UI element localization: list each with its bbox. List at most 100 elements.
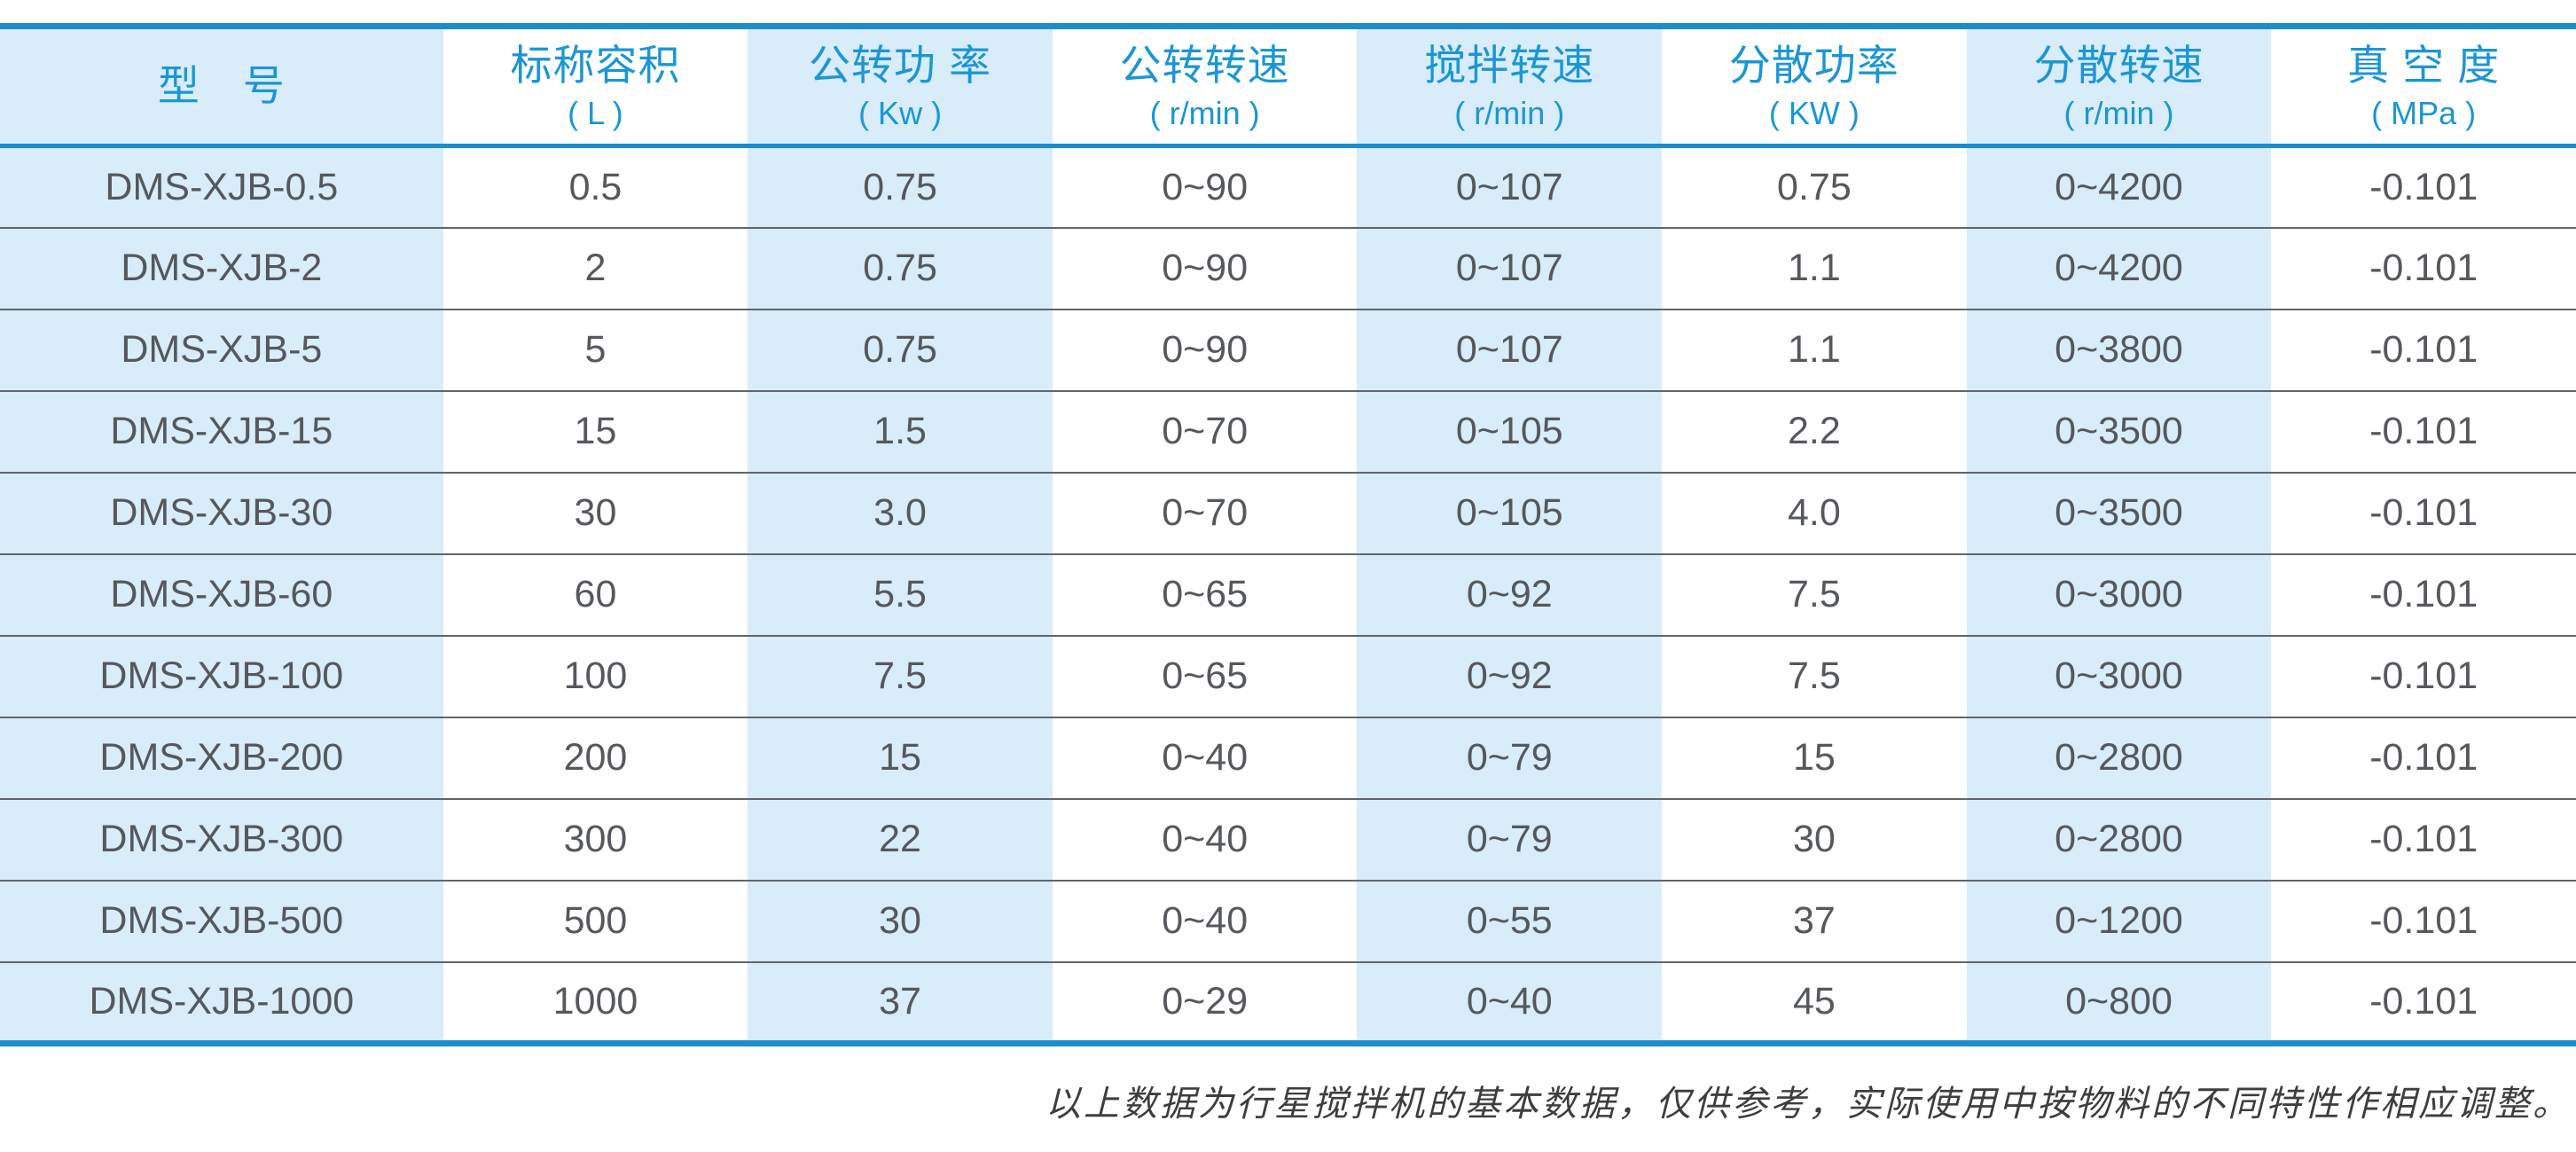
value-cell: 0~3800 — [1966, 308, 2272, 391]
column-unit: ( MPa ) — [2371, 94, 2477, 131]
model-cell: DMS-XJB-500 — [0, 879, 443, 962]
value-cell: -0.101 — [2271, 960, 2576, 1044]
value-cell: -0.101 — [2271, 879, 2576, 962]
value-cell: 2.2 — [1662, 389, 1967, 473]
value-cell: 0.75 — [748, 145, 1053, 228]
value-cell: -0.101 — [2271, 226, 2576, 310]
value-cell: -0.101 — [2271, 552, 2576, 636]
value-cell: 0~40 — [1052, 797, 1358, 881]
value-cell: -0.101 — [2271, 308, 2576, 391]
value-cell: 0~107 — [1357, 226, 1663, 310]
value-cell: 22 — [748, 797, 1053, 881]
spec-sheet: 型 号标称容积( L ) 公转功 率( Kw ) 公转转速( r/min ) 搅拌转速… — [0, 23, 2576, 1124]
column-title: 型 号 — [157, 62, 286, 110]
value-cell: 0~3000 — [1966, 552, 2272, 636]
value-cell: 0~107 — [1357, 308, 1663, 391]
value-cell: -0.101 — [2271, 797, 2576, 881]
value-cell: -0.101 — [2271, 471, 2576, 554]
value-cell: -0.101 — [2271, 634, 2576, 717]
model-cell: DMS-XJB-60 — [0, 552, 443, 636]
column-header-2: 公转功 率 ( Kw ) — [748, 26, 1053, 148]
column-header-1: 标称容积 ( L ) — [442, 26, 748, 148]
column-unit: ( Kw ) — [858, 94, 943, 131]
table-row: DMS-XJB-300 300 22 0~40 0~79 30 0~2800 -0.101 — [0, 797, 2576, 881]
value-cell: -0.101 — [2271, 389, 2576, 473]
value-cell: 0~90 — [1052, 226, 1358, 310]
table-row: DMS-XJB-1000 1000 37 0~29 0~40 45 0~800 -0.101 — [0, 960, 2576, 1044]
value-cell: 60 — [442, 552, 748, 636]
column-header-6: 分散转速 ( r/min ) — [1966, 26, 2272, 148]
column-title: 标称容积 — [510, 41, 681, 89]
table-row: DMS-XJB-60 60 5.5 0~65 0~92 7.5 0~3000 -0.101 — [0, 552, 2576, 636]
value-cell: 15 — [442, 389, 748, 473]
column-title: 分散功率 — [1728, 41, 1899, 89]
table-header-row: 型 号标称容积( L ) 公转功 率( Kw ) 公转转速( r/min ) 搅拌转速… — [0, 26, 2576, 148]
table-row: DMS-XJB-100 100 7.5 0~65 0~92 7.5 0~3000 -0.101 — [0, 634, 2576, 717]
table-row: DMS-XJB-15 15 1.5 0~70 0~105 2.2 0~3500 -0.101 — [0, 389, 2576, 473]
value-cell: 1.5 — [748, 389, 1053, 473]
value-cell: 0~1200 — [1966, 879, 2272, 962]
column-unit: ( L ) — [568, 94, 623, 131]
value-cell: 0~79 — [1357, 797, 1663, 881]
value-cell: 7.5 — [1662, 634, 1967, 717]
value-cell: 7.5 — [1662, 552, 1967, 636]
table-row: DMS-XJB-200 200 15 0~40 0~79 15 0~2800 -0.101 — [0, 716, 2576, 799]
value-cell: 0~3500 — [1966, 471, 2272, 554]
column-title: 公转功 率 — [809, 41, 992, 89]
table-row: DMS-XJB-30 30 3.0 0~70 0~105 4.0 0~3500 -0.101 — [0, 471, 2576, 554]
value-cell: 0~3500 — [1966, 389, 2272, 473]
value-cell: 0~2800 — [1966, 716, 2272, 799]
value-cell: 0~4200 — [1966, 145, 2272, 228]
column-header-3: 公转转速 ( r/min ) — [1052, 26, 1358, 148]
column-title: 公转转速 — [1119, 41, 1290, 89]
value-cell: 0~70 — [1052, 471, 1358, 554]
value-cell: 200 — [442, 716, 748, 799]
value-cell: 0~4200 — [1966, 226, 2272, 310]
value-cell: 0~40 — [1052, 716, 1358, 799]
table-row: DMS-XJB-500 500 30 0~40 0~55 37 0~1200 -0.101 — [0, 879, 2576, 962]
value-cell: 0.75 — [748, 308, 1053, 391]
footnote-text: 以上数据为行星搅拌机的基本数据，仅供参考，实际使用中按物料的不同特性作相应调整。 — [1045, 1084, 2571, 1124]
mixer-spec-table: 型 号标称容积( L ) 公转功 率( Kw ) 公转转速( r/min ) 搅拌转速… — [0, 23, 2576, 1046]
value-cell: 30 — [1662, 797, 1967, 881]
table-row: DMS-XJB-5 5 0.75 0~90 0~107 1.1 0~3800 -0.101 — [0, 308, 2576, 391]
column-unit: ( r/min ) — [1454, 94, 1565, 131]
value-cell: 0~107 — [1357, 145, 1663, 228]
value-cell: -0.101 — [2369, 165, 2478, 208]
column-header-7: 真 空 度 ( MPa ) — [2271, 26, 2576, 148]
column-title: 分散转速 — [2033, 41, 2204, 89]
value-cell: 0~65 — [1052, 552, 1358, 636]
value-cell: 500 — [442, 879, 748, 962]
value-cell: 0~105 — [1357, 389, 1663, 473]
value-cell: 0~90 — [1162, 165, 1249, 208]
value-cell: 0~90 — [1052, 308, 1358, 391]
value-cell: 3.0 — [748, 471, 1053, 554]
value-cell: 37 — [1662, 879, 1967, 962]
value-cell: 0~55 — [1357, 879, 1663, 962]
value-cell: 0~3000 — [1966, 634, 2272, 717]
value-cell: 37 — [748, 960, 1053, 1044]
value-cell: 45 — [1662, 960, 1967, 1044]
value-cell: 0~40 — [1357, 960, 1663, 1044]
model-cell: DMS-XJB-2 — [0, 226, 443, 310]
table-row: DMS-XJB-2 2 0.75 0~90 0~107 1.1 0~4200 -0.101 — [0, 226, 2576, 310]
value-cell: 5 — [442, 308, 748, 391]
column-unit: ( r/min ) — [1149, 94, 1260, 131]
value-cell: 30 — [442, 471, 748, 554]
value-cell: 0~40 — [1052, 879, 1358, 962]
value-cell: 0.75 — [1777, 165, 1852, 208]
value-cell: 30 — [748, 879, 1053, 962]
column-header-4: 搅拌转速 ( r/min ) — [1357, 26, 1663, 148]
model-cell: DMS-XJB-15 — [0, 389, 443, 473]
column-title: 搅拌转速 — [1424, 41, 1595, 89]
model-cell: DMS-XJB-200 — [0, 716, 443, 799]
value-cell: 0.5 — [568, 165, 622, 208]
model-cell: DMS-XJB-5 — [0, 308, 443, 391]
value-cell: 1.1 — [1662, 226, 1967, 310]
value-cell: 0~70 — [1052, 389, 1358, 473]
value-cell: 1.1 — [1662, 308, 1967, 391]
column-unit: ( r/min ) — [2063, 94, 2174, 131]
value-cell: 2 — [442, 226, 748, 310]
value-cell: 0~2800 — [1966, 797, 2272, 881]
table-row: DMS-XJB-0.5 0.5 0.75 0~90 0~107 0.75 0~4200 -0.… — [0, 145, 2576, 228]
